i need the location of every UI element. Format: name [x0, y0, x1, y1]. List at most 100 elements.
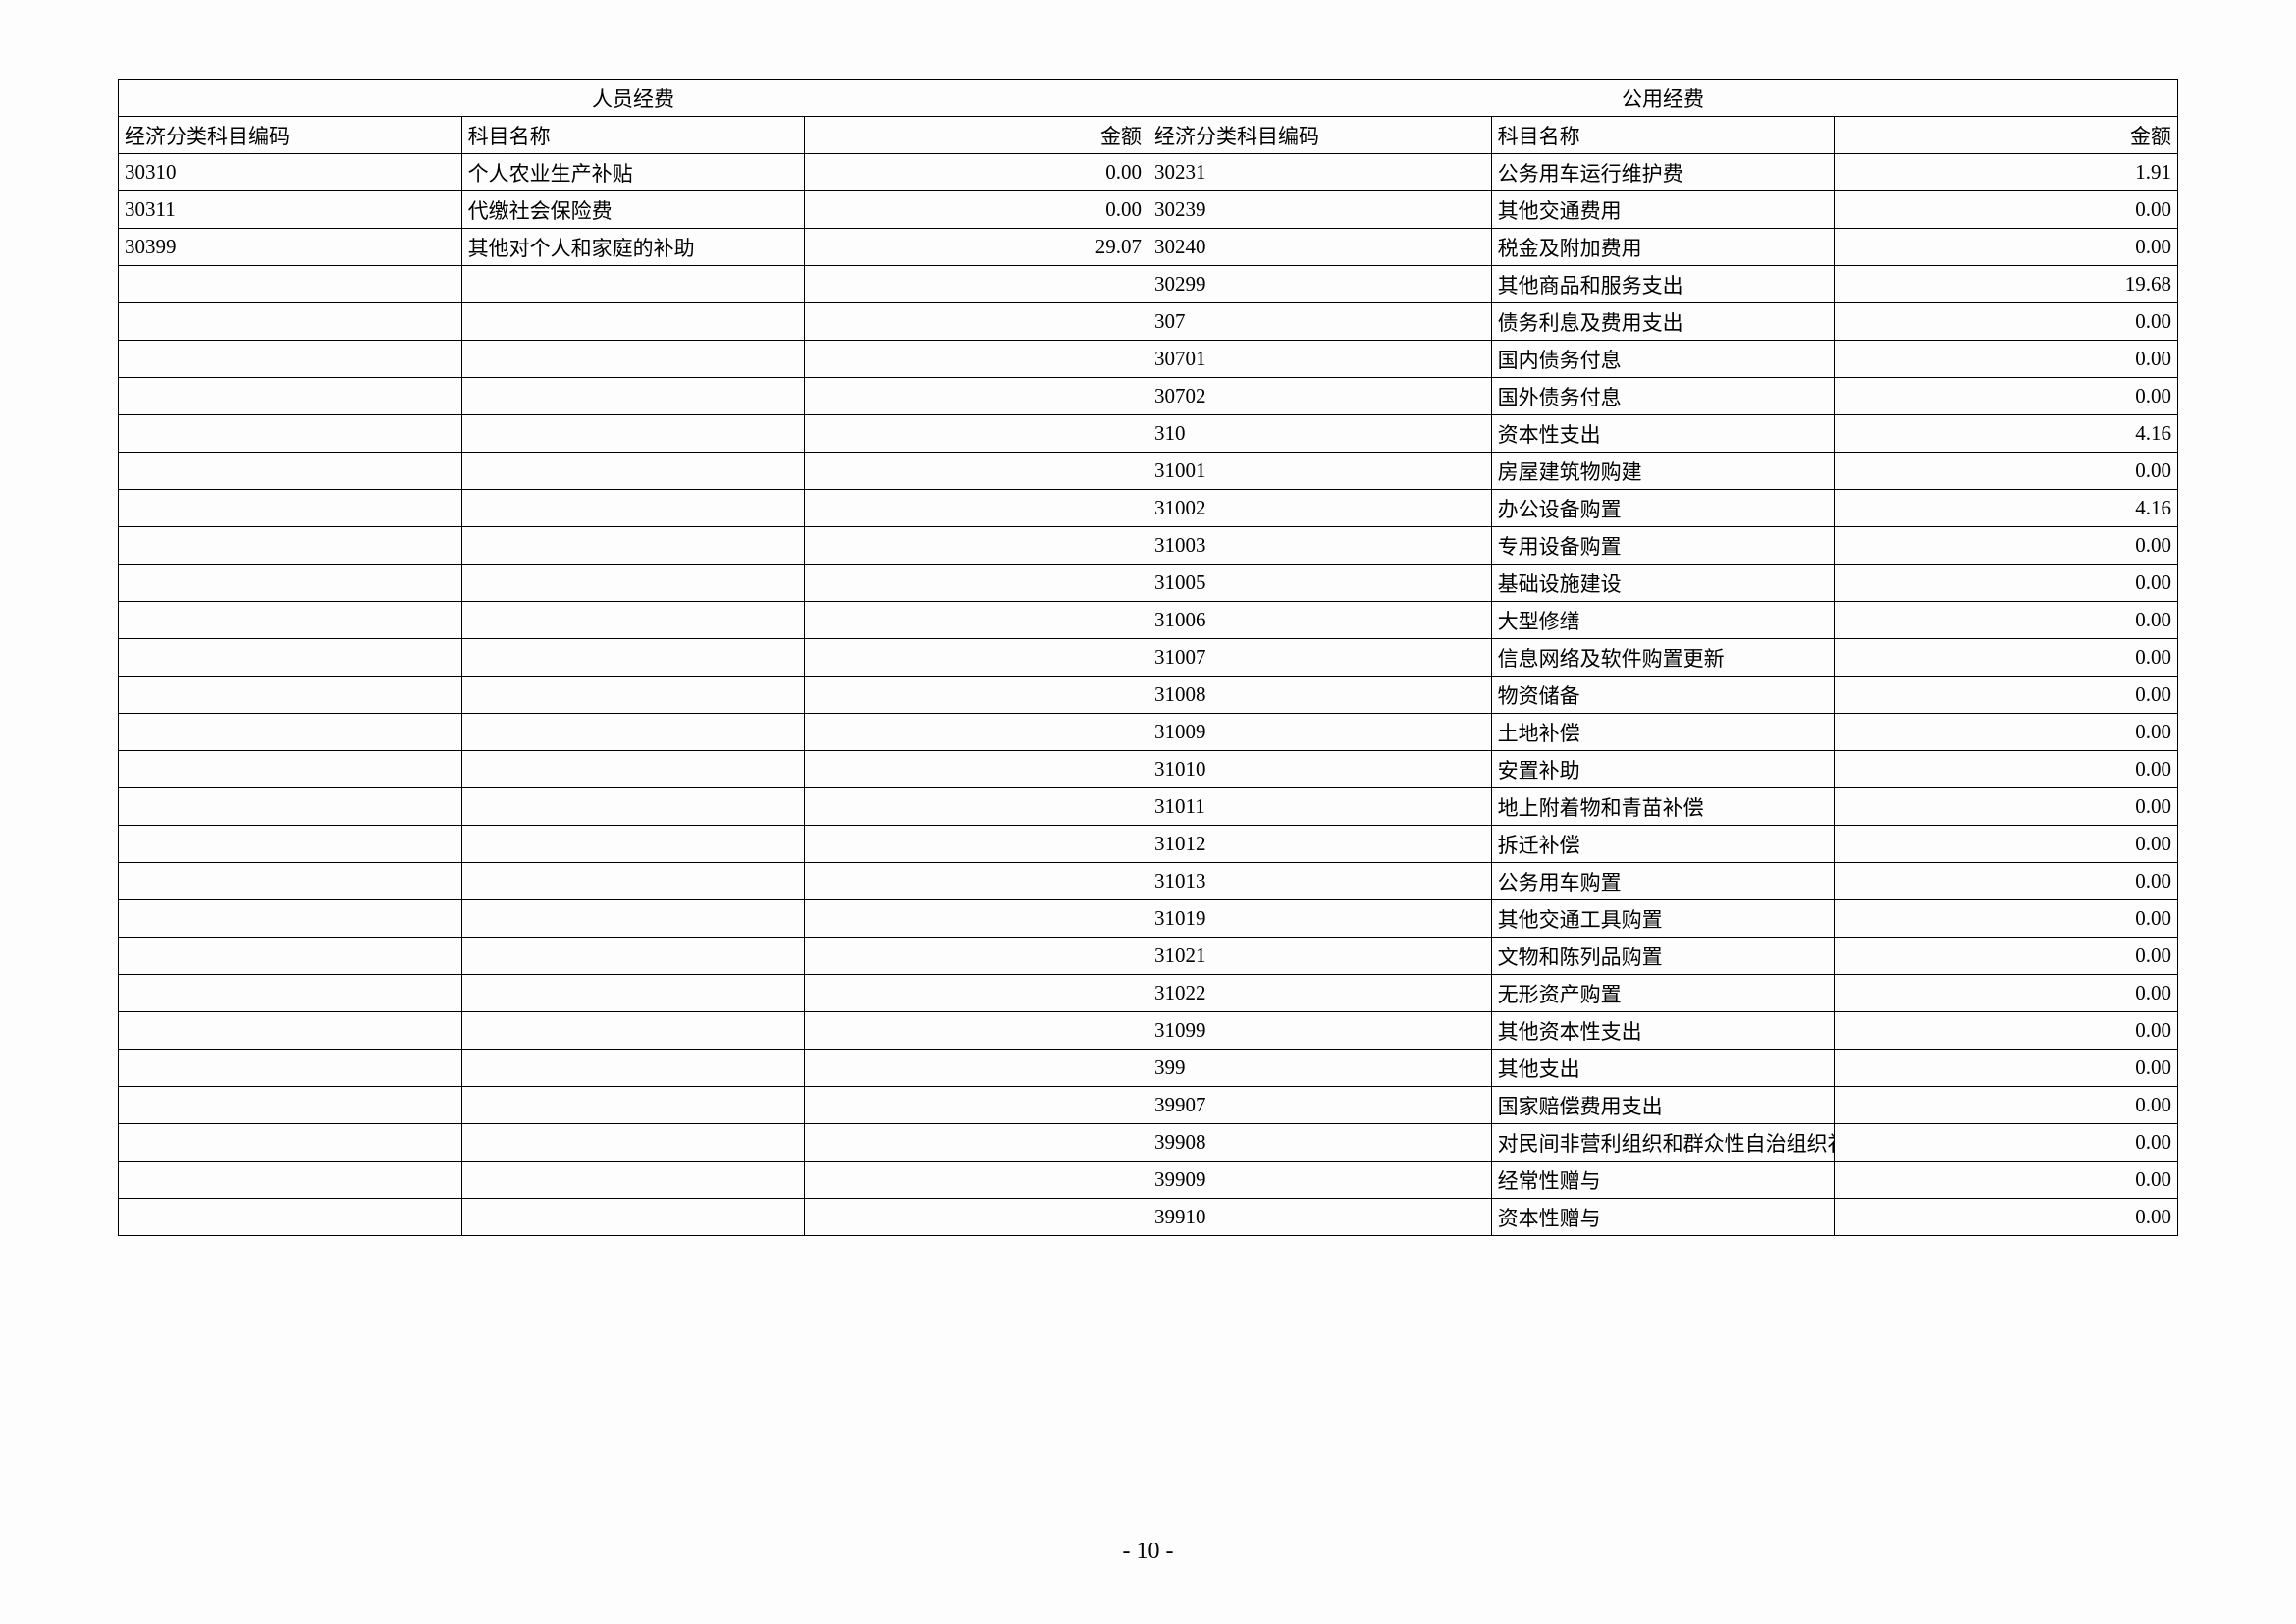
- table-cell: [461, 1087, 805, 1124]
- table-cell: 拆迁补偿: [1491, 826, 1835, 863]
- table-cell: 地上附着物和青苗补偿: [1491, 788, 1835, 826]
- column-header-row: 经济分类科目编码 科目名称 金额 经济分类科目编码 科目名称 金额: [119, 117, 2178, 154]
- table-cell: 其他交通费用: [1491, 191, 1835, 229]
- table-cell: 30399: [119, 229, 462, 266]
- table-cell: 30310: [119, 154, 462, 191]
- table-cell: [805, 453, 1148, 490]
- table-cell: 公务用车购置: [1491, 863, 1835, 900]
- table-cell: [805, 938, 1148, 975]
- table-cell: 0.00: [1835, 1199, 2178, 1236]
- table-row: 31021文物和陈列品购置0.00: [119, 938, 2178, 975]
- table-cell: 39910: [1148, 1199, 1491, 1236]
- table-cell: [119, 303, 462, 341]
- col-header-name-left: 科目名称: [461, 117, 805, 154]
- table-cell: 0.00: [1835, 1012, 2178, 1050]
- table-row: 31022无形资产购置0.00: [119, 975, 2178, 1012]
- table-cell: 0.00: [1835, 1124, 2178, 1162]
- table-cell: 资本性赠与: [1491, 1199, 1835, 1236]
- table-cell: 其他支出: [1491, 1050, 1835, 1087]
- group-header-right: 公用经费: [1148, 80, 2177, 117]
- group-header-row: 人员经费 公用经费: [119, 80, 2178, 117]
- table-row: 31010安置补助0.00: [119, 751, 2178, 788]
- table-cell: 31010: [1148, 751, 1491, 788]
- table-cell: 31009: [1148, 714, 1491, 751]
- table-cell: [119, 490, 462, 527]
- table-cell: [119, 788, 462, 826]
- table-cell: 30701: [1148, 341, 1491, 378]
- table-cell: [805, 975, 1148, 1012]
- table-cell: [119, 1124, 462, 1162]
- table-cell: [805, 714, 1148, 751]
- table-cell: 30311: [119, 191, 462, 229]
- table-cell: 对民间非营利组织和群众性自治组织补贴: [1491, 1124, 1835, 1162]
- table-cell: 办公设备购置: [1491, 490, 1835, 527]
- table-cell: [119, 938, 462, 975]
- table-cell: 310: [1148, 415, 1491, 453]
- table-cell: [119, 1012, 462, 1050]
- table-cell: [119, 751, 462, 788]
- table-row: 39907国家赔偿费用支出0.00: [119, 1087, 2178, 1124]
- table-cell: 31007: [1148, 639, 1491, 677]
- table-row: 31005基础设施建设0.00: [119, 565, 2178, 602]
- table-cell: 307: [1148, 303, 1491, 341]
- table-cell: [805, 863, 1148, 900]
- table-row: 30299其他商品和服务支出19.68: [119, 266, 2178, 303]
- budget-table: 人员经费 公用经费 经济分类科目编码 科目名称 金额 经济分类科目编码 科目名称…: [118, 79, 2178, 1236]
- table-cell: [805, 415, 1148, 453]
- table-cell: [461, 1124, 805, 1162]
- table-cell: [805, 639, 1148, 677]
- table-cell: 30240: [1148, 229, 1491, 266]
- table-cell: [461, 1050, 805, 1087]
- table-cell: 31006: [1148, 602, 1491, 639]
- table-cell: 代缴社会保险费: [461, 191, 805, 229]
- table-cell: 399: [1148, 1050, 1491, 1087]
- col-header-code-right: 经济分类科目编码: [1148, 117, 1491, 154]
- table-cell: 0.00: [1835, 975, 2178, 1012]
- table-cell: [805, 378, 1148, 415]
- table-cell: [461, 1162, 805, 1199]
- table-cell: 31008: [1148, 677, 1491, 714]
- table-cell: [805, 677, 1148, 714]
- table-cell: 31099: [1148, 1012, 1491, 1050]
- table-cell: 31011: [1148, 788, 1491, 826]
- table-cell: 19.68: [1835, 266, 2178, 303]
- table-cell: [461, 341, 805, 378]
- table-cell: 无形资产购置: [1491, 975, 1835, 1012]
- table-cell: [805, 527, 1148, 565]
- table-cell: [805, 1199, 1148, 1236]
- table-cell: [119, 1087, 462, 1124]
- table-cell: [119, 826, 462, 863]
- table-cell: [461, 378, 805, 415]
- table-cell: [805, 1087, 1148, 1124]
- table-cell: 其他资本性支出: [1491, 1012, 1835, 1050]
- table-row: 30702国外债务付息0.00: [119, 378, 2178, 415]
- table-cell: [805, 826, 1148, 863]
- table-cell: [119, 415, 462, 453]
- table-cell: 39907: [1148, 1087, 1491, 1124]
- table-cell: 国外债务付息: [1491, 378, 1835, 415]
- table-cell: [119, 341, 462, 378]
- table-cell: 0.00: [1835, 527, 2178, 565]
- table-cell: [461, 826, 805, 863]
- table-cell: 31012: [1148, 826, 1491, 863]
- table-row: 30310个人农业生产补贴0.0030231公务用车运行维护费1.91: [119, 154, 2178, 191]
- table-cell: 0.00: [1835, 303, 2178, 341]
- table-cell: 信息网络及软件购置更新: [1491, 639, 1835, 677]
- table-row: 31019其他交通工具购置0.00: [119, 900, 2178, 938]
- table-cell: [461, 602, 805, 639]
- table-row: 31006大型修缮0.00: [119, 602, 2178, 639]
- table-cell: [805, 1162, 1148, 1199]
- table-cell: 31013: [1148, 863, 1491, 900]
- table-cell: [461, 490, 805, 527]
- table-row: 30399其他对个人和家庭的补助29.0730240税金及附加费用0.00: [119, 229, 2178, 266]
- table-cell: [119, 975, 462, 1012]
- table-cell: [461, 788, 805, 826]
- table-cell: [119, 602, 462, 639]
- table-cell: 房屋建筑物购建: [1491, 453, 1835, 490]
- table-cell: 30239: [1148, 191, 1491, 229]
- table-cell: 0.00: [1835, 788, 2178, 826]
- table-row: 31012拆迁补偿0.00: [119, 826, 2178, 863]
- table-cell: 1.91: [1835, 154, 2178, 191]
- table-cell: 0.00: [1835, 229, 2178, 266]
- table-cell: [461, 453, 805, 490]
